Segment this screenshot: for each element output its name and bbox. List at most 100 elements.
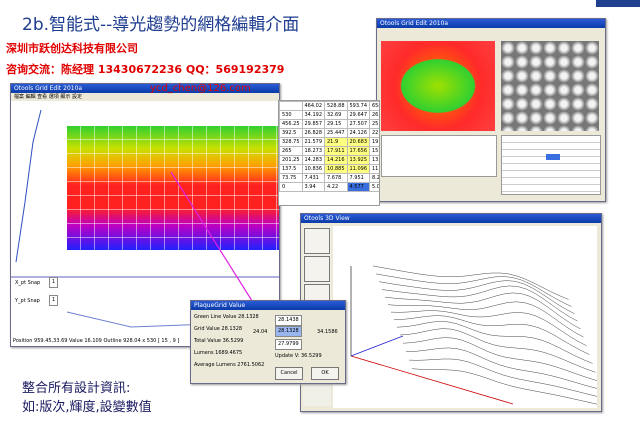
- y-snap-value[interactable]: 1: [49, 295, 59, 306]
- row-label: 392.5: [279, 128, 303, 138]
- cancel-button[interactable]: Cancel: [275, 367, 303, 380]
- title-bar: Otools 3D View: [301, 214, 601, 223]
- center-value[interactable]: 28.1328: [275, 326, 302, 337]
- footer-line1: 整合所有設計資訊:: [22, 381, 131, 396]
- row-label: 265: [279, 146, 303, 156]
- title-bar: PlaqueGrid Value: [191, 301, 345, 310]
- y-snap: Y_pt Snap: [15, 298, 40, 304]
- row-label: 73.75: [279, 173, 303, 183]
- value-cell: 17.911: [324, 146, 348, 156]
- info-line: Lumens 1689.4675: [194, 350, 243, 356]
- curve-plot: [381, 135, 497, 177]
- footer-line2: 如:版次,輝度,設變數值: [22, 400, 152, 415]
- menu-bar: 檔案 編輯 查看 選項 顯示 設定: [11, 93, 279, 101]
- home-button[interactable]: [304, 256, 330, 282]
- header-cell: 593.74: [346, 101, 370, 111]
- info-line: Grid Value 28.1328: [194, 326, 243, 332]
- mesh-line: [393, 315, 590, 355]
- value-cell: 3.94: [301, 182, 325, 192]
- value-cell: 15.98: [368, 146, 379, 156]
- row-label: 456.25: [279, 119, 303, 129]
- title-bar: Otools Grid Edit 2010a: [377, 19, 605, 28]
- x-snap: X_pt Snap: [15, 280, 41, 286]
- mesh-line: [396, 321, 593, 364]
- pointer-arrow: [170, 171, 260, 313]
- mesh-line: [405, 347, 597, 389]
- info-line: Green Line Value 28.1328: [194, 314, 259, 320]
- bottom-value[interactable]: 27.9799: [275, 339, 302, 350]
- value-cell: 19.33: [368, 137, 379, 147]
- right-value: 34.1586: [317, 329, 338, 335]
- value-cell: 22.71: [368, 128, 379, 138]
- update-value: Update V: 36.5299: [275, 353, 322, 359]
- row-label: 328.75: [279, 137, 303, 147]
- value-cell: 10.836: [301, 164, 325, 174]
- info-line: Total Value 36.5299: [194, 338, 244, 344]
- y-axis: [350, 335, 404, 357]
- title: 2b.智能式--導光趨勢的網格編輯介面: [22, 15, 300, 35]
- mesh-line: [381, 285, 578, 322]
- value-cell: 11.096: [346, 164, 370, 174]
- value-cell: 10.885: [324, 164, 348, 174]
- value-cell: 4.22: [324, 182, 348, 192]
- value-cell: 25.447: [324, 128, 348, 138]
- mesh-line: [399, 328, 596, 373]
- contact: 咨询交流：陈经理 13430672236 QQ：569192379: [6, 63, 285, 76]
- info-line: Average Lumens 2761.5062: [194, 362, 265, 368]
- row-label: 137.5: [279, 164, 303, 174]
- value-table-panel: 464.02528.88593.74658.653034.19232.6929.…: [278, 100, 380, 206]
- value-cell: 14.216: [324, 155, 348, 165]
- mesh-line: [408, 358, 597, 397]
- x-axis: [350, 355, 514, 405]
- view3d-window: Otools 3D View: [300, 213, 602, 412]
- mesh-line: [387, 301, 584, 338]
- luminance-map: [381, 41, 495, 131]
- left-value: 24.04: [253, 329, 268, 335]
- x-snap-value[interactable]: 1: [49, 277, 59, 288]
- value-cell: 32.69: [324, 110, 348, 120]
- row-label: 0: [279, 182, 303, 192]
- value-cell: 11.17: [368, 164, 379, 174]
- top-value[interactable]: 28.1438: [275, 315, 302, 326]
- value-cell: 13.55: [368, 155, 379, 165]
- value-cell: 29.857: [301, 119, 325, 129]
- status-bar: Position 959.45,33.69 Value 16.109 Outli…: [13, 338, 180, 344]
- header-cell: 464.02: [301, 101, 325, 111]
- value-cell: 5.026: [368, 182, 379, 192]
- value-cell: 27.507: [346, 119, 370, 129]
- value-cell: 24.126: [346, 128, 370, 138]
- header-cell: 528.88: [324, 101, 348, 111]
- ok-button[interactable]: OK: [311, 367, 339, 380]
- profile-line: [15, 109, 42, 263]
- value-table: 464.02528.88593.74658.653034.19232.6929.…: [279, 101, 379, 192]
- value-cell: 21.9: [324, 137, 348, 147]
- brightness-grid: [67, 126, 279, 250]
- value-cell: 14.283: [301, 155, 325, 165]
- value-cell: 26.78: [368, 110, 379, 120]
- value-cell: 8.251: [368, 173, 379, 183]
- value-cell: 17.656: [346, 146, 370, 156]
- mesh-line: [378, 280, 575, 314]
- zoom-button[interactable]: [304, 228, 330, 254]
- value-cell: 7.431: [301, 173, 325, 183]
- surface-plot: [333, 226, 597, 408]
- corner-cell: [279, 101, 303, 111]
- dot-table: [501, 135, 601, 195]
- value-cell: 18.273: [301, 146, 325, 156]
- header-cell: 658.6: [368, 101, 379, 111]
- value-cell: 25.93: [368, 119, 379, 129]
- row-label: 530: [279, 110, 303, 120]
- value-cell: 34.192: [301, 110, 325, 120]
- corner-bar: [596, 0, 640, 7]
- dot-pattern: [501, 41, 599, 131]
